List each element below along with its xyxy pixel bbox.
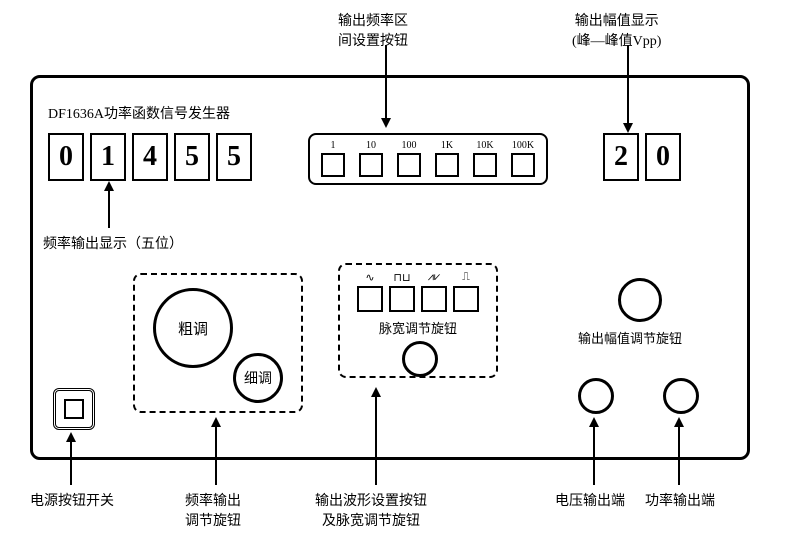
freq-display: 0 1 4 5 5 — [48, 133, 252, 181]
range-lbl: 100 — [402, 140, 417, 151]
wave-btn-triangle[interactable] — [421, 286, 447, 312]
freq-digit: 1 — [90, 133, 126, 181]
range-btn-1k[interactable] — [435, 153, 459, 177]
power-button[interactable] — [53, 388, 95, 430]
range-btn-100[interactable] — [397, 153, 421, 177]
range-btn-100k[interactable] — [511, 153, 535, 177]
arrow-freqdisp-head — [104, 181, 114, 191]
range-buttons: 1 10 100 1K 10K 100K — [308, 133, 548, 185]
freq-digit: 0 — [48, 133, 84, 181]
range-lbl: 1K — [441, 140, 453, 151]
freq-digit: 5 — [174, 133, 210, 181]
sine-icon: ∿ — [365, 271, 374, 283]
triangle-icon: ⩘⩗ — [428, 271, 440, 283]
arrow-power-head — [66, 432, 76, 442]
wave-btn-sine[interactable] — [357, 286, 383, 312]
arrow-freqknob — [215, 420, 217, 485]
fine-knob[interactable]: 细调 — [233, 353, 283, 403]
arrow-pwrout — [678, 420, 680, 485]
range-btn-10k[interactable] — [473, 153, 497, 177]
device-panel: DF1636A功率函数信号发生器 0 1 4 5 5 1 10 100 1K 1… — [30, 75, 750, 460]
coarse-knob[interactable]: 粗调 — [153, 288, 233, 368]
pulse-width-knob[interactable] — [402, 341, 438, 377]
wave-btn-square[interactable] — [389, 286, 415, 312]
device-title: DF1636A功率函数信号发生器 — [48, 103, 230, 123]
volt-label: 电压输出端 — [555, 490, 625, 510]
arrow-volt — [593, 420, 595, 485]
range-btn-10[interactable] — [359, 153, 383, 177]
range-lbl: 10K — [476, 140, 493, 151]
amp-digit: 0 — [645, 133, 681, 181]
arrow-wave-head — [371, 387, 381, 397]
pwrout-label: 功率输出端 — [645, 490, 715, 510]
arrow-wave — [375, 390, 377, 485]
wave-label: 输出波形设置按钮 及脉宽调节旋钮 — [315, 490, 427, 530]
range-lbl: 1 — [331, 140, 336, 151]
amplitude-knob[interactable] — [618, 278, 662, 322]
pulse-icon: ⎍ — [462, 271, 470, 283]
wave-box: ∿ ⊓⊔ ⩘⩗ ⎍ 脉宽调节旋钮 — [338, 263, 498, 378]
voltage-output[interactable] — [578, 378, 614, 414]
freqknob-label: 频率输出 调节旋钮 — [185, 490, 241, 530]
freq-disp-label: 频率输出显示（五位） — [43, 233, 183, 253]
range-lbl: 100K — [512, 140, 534, 151]
arrow-volt-head — [589, 417, 599, 427]
range-lbl: 10 — [366, 140, 376, 151]
amp-digit: 2 — [603, 133, 639, 181]
pulse-width-label: 脉宽调节旋钮 — [340, 318, 496, 337]
range-label-top: 输出频率区 间设置按钮 — [338, 10, 408, 50]
square-icon: ⊓⊔ — [393, 271, 410, 283]
wave-btn-pulse[interactable] — [453, 286, 479, 312]
amp-knob-label: 输出幅值调节旋钮 — [578, 328, 682, 347]
arrow-freqknob-head — [211, 417, 221, 427]
range-btn-1[interactable] — [321, 153, 345, 177]
amp-display: 2 0 — [603, 133, 681, 181]
amp-label-top: 输出幅值显示 (峰—峰值Vpp) — [572, 10, 661, 50]
power-output[interactable] — [663, 378, 699, 414]
arrow-power — [70, 435, 72, 485]
power-label: 电源按钮开关 — [30, 490, 114, 510]
freq-digit: 4 — [132, 133, 168, 181]
freq-digit: 5 — [216, 133, 252, 181]
arrow-pwrout-head — [674, 417, 684, 427]
